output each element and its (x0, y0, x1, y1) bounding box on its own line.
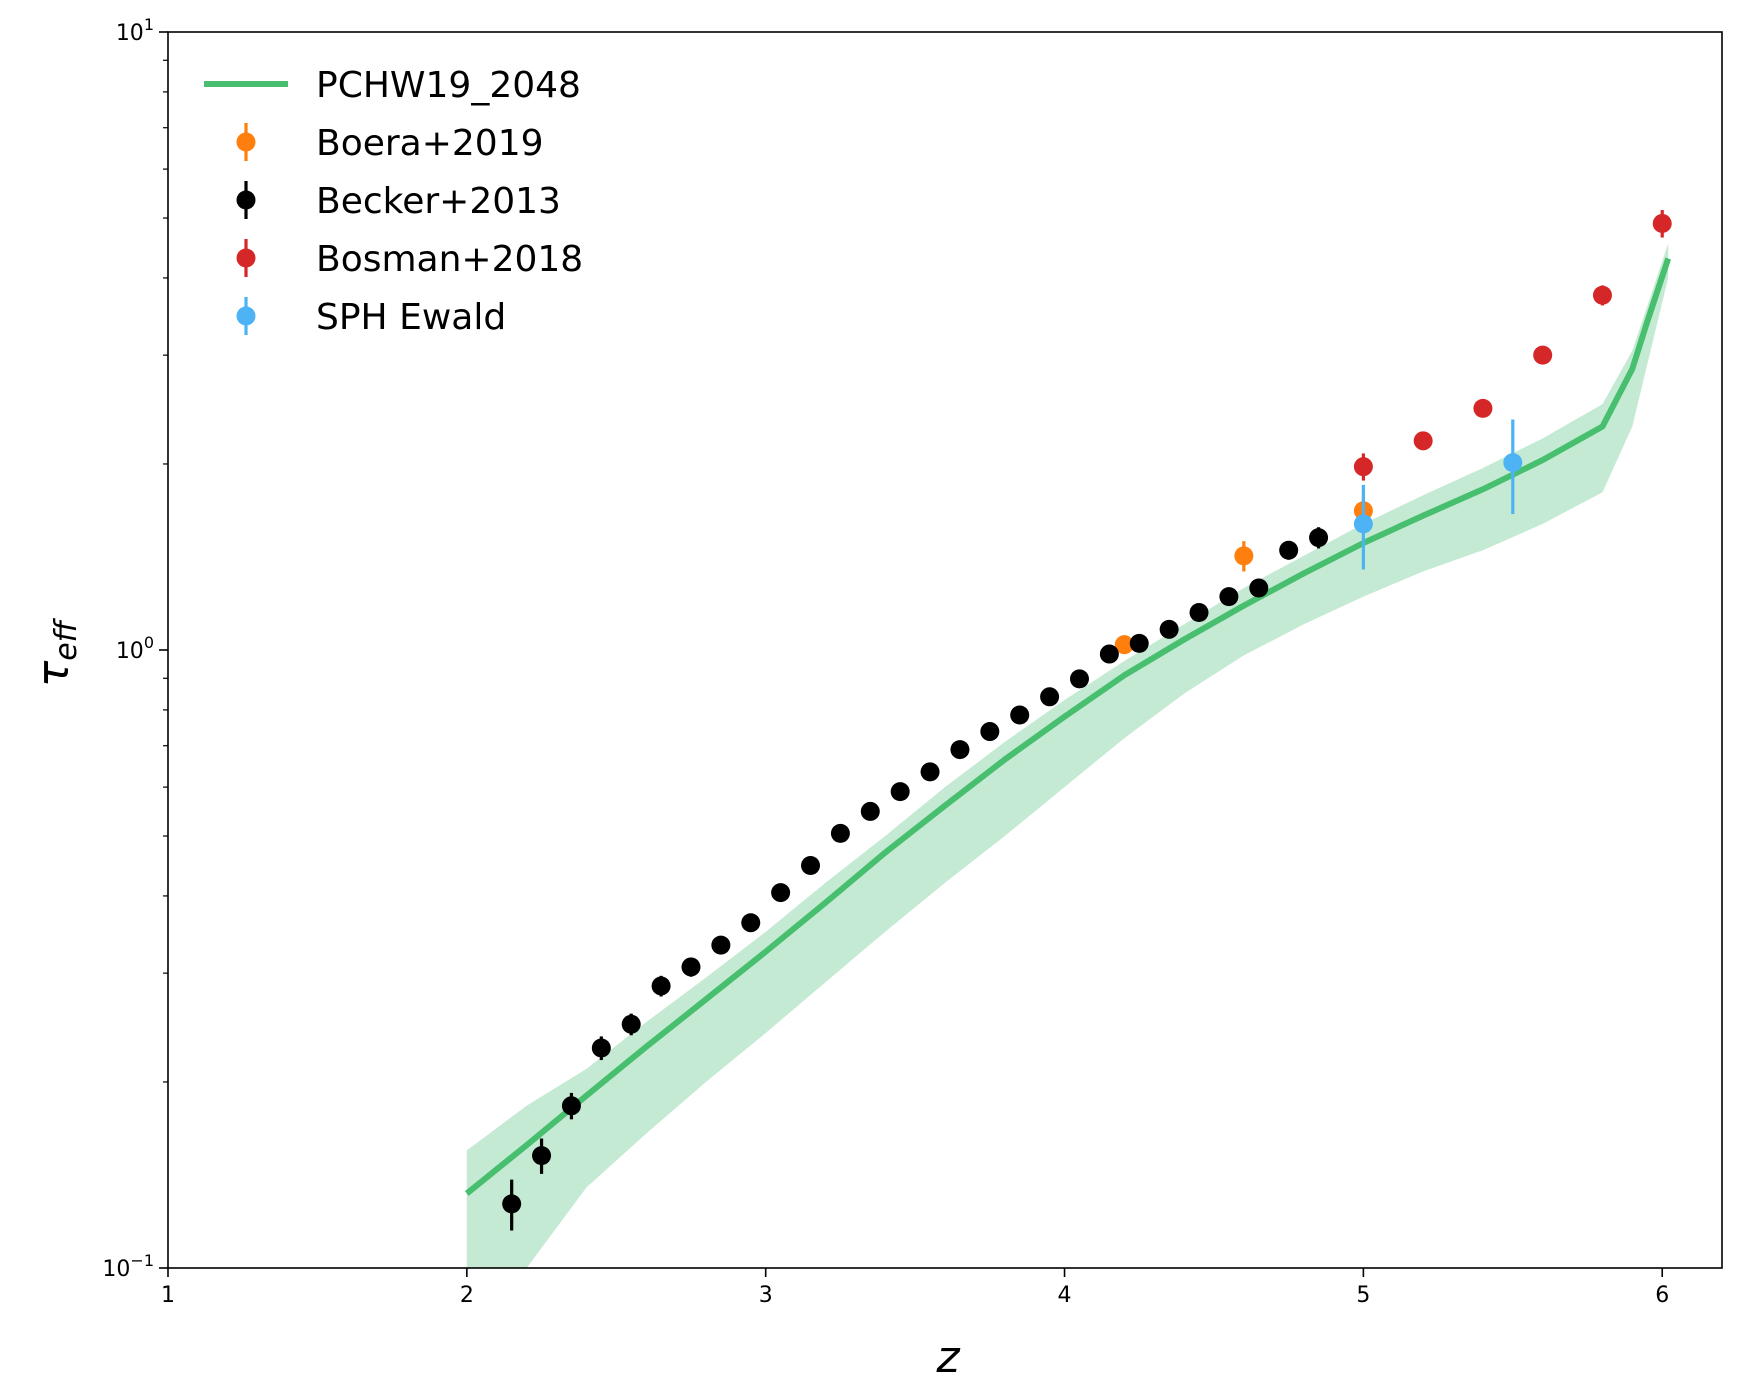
legend: PCHW19_2048 Boera+2019 Becker+2013 Bosman+2… (204, 65, 583, 338)
y-tick-label-base: 10 (116, 21, 144, 46)
y-tick-label: 100 (116, 633, 154, 664)
data-point (890, 782, 910, 802)
y-tick-label-base: 10 (102, 1257, 130, 1282)
legend-swatch-marker (236, 132, 256, 152)
y-tick-label: 10−1 (102, 1251, 154, 1282)
x-tick-label: 1 (161, 1283, 175, 1308)
y-tick-label-exponent: 1 (144, 15, 154, 34)
legend-label: Bosman+2018 (316, 239, 583, 280)
legend-swatch-marker (236, 306, 256, 326)
data-point (1309, 528, 1329, 548)
data-point (681, 957, 701, 977)
legend-label-model: PCHW19_2048 (316, 65, 581, 106)
data-point (1129, 633, 1149, 653)
data-point (711, 935, 731, 955)
data-point (532, 1146, 552, 1166)
data-point (1473, 398, 1493, 418)
data-point (1114, 635, 1134, 655)
data-point (1099, 644, 1119, 664)
data-point (1592, 285, 1612, 305)
model-line-layer (464, 257, 1672, 1196)
data-point (621, 1014, 641, 1034)
legend-label: SPH Ewald (316, 297, 506, 338)
data-point (771, 883, 791, 903)
series-sph-ewald (1353, 419, 1523, 570)
x-tick-label: 5 (1356, 1283, 1370, 1308)
y-axis-label-subscript: eff (49, 617, 84, 660)
data-point (1010, 705, 1030, 725)
y-axis-label-main: τ (28, 660, 79, 687)
legend-swatch-marker (236, 190, 256, 210)
data-points-layer (502, 210, 1672, 1231)
data-point (1234, 546, 1254, 566)
data-point (830, 823, 850, 843)
data-point (502, 1194, 522, 1214)
model-line (464, 257, 1672, 1196)
data-point (1353, 457, 1373, 477)
x-tick-label: 3 (759, 1283, 773, 1308)
data-point (651, 976, 671, 996)
x-tick-label: 4 (1058, 1283, 1072, 1308)
data-point (1249, 578, 1269, 598)
series-bosman-2018 (1353, 210, 1672, 481)
legend-label: Boera+2019 (316, 123, 544, 164)
x-axis-ticks: 1 2 3 4 5 6 (161, 1268, 1669, 1308)
data-point (591, 1038, 611, 1058)
data-point (1652, 213, 1672, 233)
series-boera-2019 (1114, 496, 1373, 655)
x-tick-label: 2 (460, 1283, 474, 1308)
model-band-layer (466, 243, 1669, 1268)
data-point (1159, 619, 1179, 639)
legend-label: Becker+2013 (316, 181, 561, 222)
data-point (1040, 687, 1060, 707)
data-point (1189, 602, 1209, 622)
y-tick-label: 101 (116, 15, 154, 46)
data-point (1069, 669, 1089, 689)
x-axis-label: z (935, 1332, 960, 1383)
data-point (741, 913, 761, 933)
y-axis-label: τeff (28, 617, 84, 687)
data-point (980, 722, 1000, 742)
legend-swatch-marker (236, 248, 256, 268)
data-point (860, 801, 880, 821)
data-point (1413, 431, 1433, 451)
data-point (950, 740, 970, 760)
data-point (1353, 514, 1373, 534)
model-uncertainty-band (466, 243, 1669, 1268)
y-tick-label-exponent: −1 (130, 1251, 154, 1270)
y-tick-label-base: 10 (116, 639, 144, 664)
data-point (561, 1096, 581, 1116)
data-point (1503, 453, 1523, 473)
data-point (1533, 345, 1553, 365)
data-point (801, 856, 821, 876)
series-becker-2013 (502, 527, 1329, 1231)
data-point (1279, 540, 1299, 560)
data-point (920, 762, 940, 782)
y-tick-label-exponent: 0 (144, 633, 154, 652)
x-tick-label: 6 (1655, 1283, 1669, 1308)
data-point (1219, 587, 1239, 607)
